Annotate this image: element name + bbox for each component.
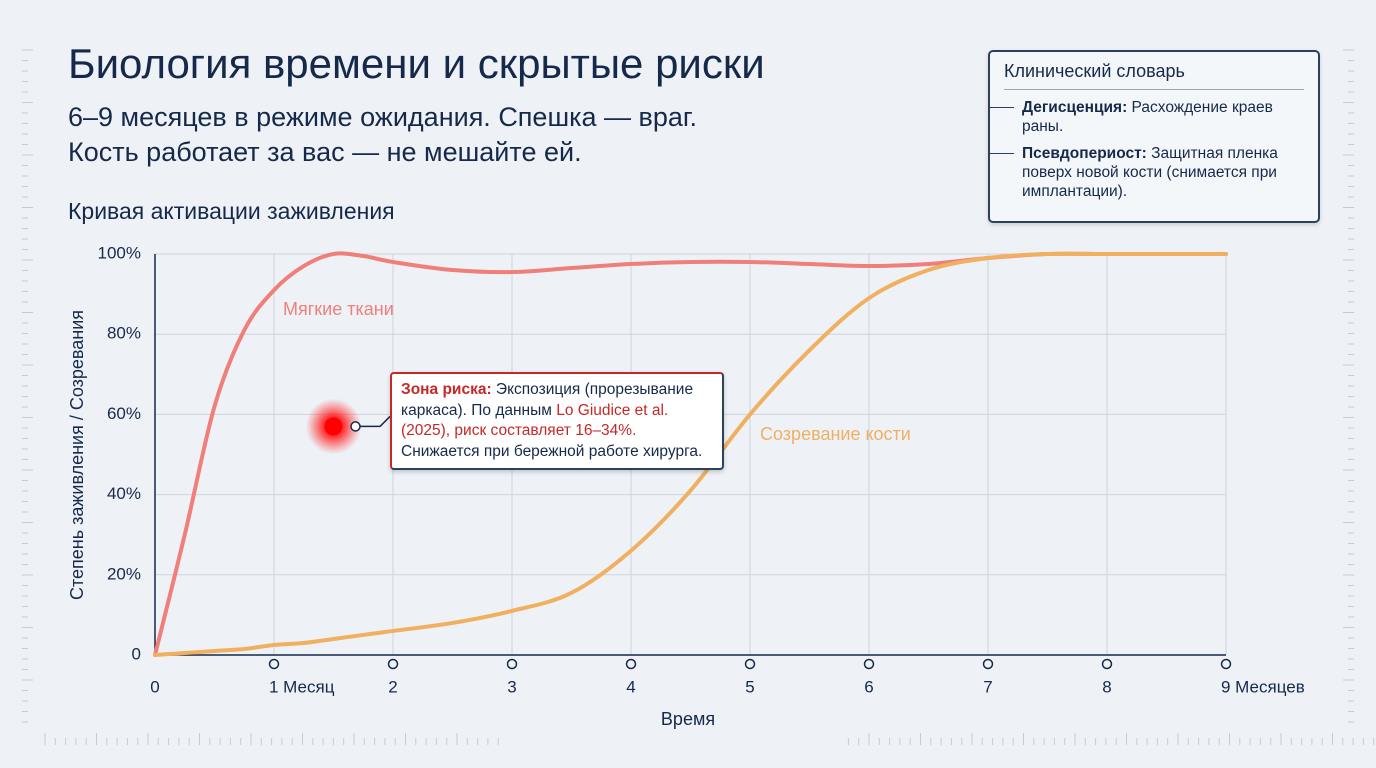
risk-point — [324, 417, 343, 436]
annotation-text: Зона риска: — [401, 381, 492, 398]
subtitle: 6–9 месяцев в режиме ожидания. Спешка — … — [68, 102, 697, 132]
definition: Защитная пленка поверх новой кости (сним… — [1022, 145, 1278, 200]
x-tick-mark — [1220, 658, 1232, 670]
x-tick-label: 0 — [150, 677, 159, 696]
subtitle: Кость работает за вас — не мешайте ей. — [68, 137, 582, 167]
x-tick-label: 3 — [507, 677, 516, 696]
x-tick-label: 1 Месяц — [269, 677, 335, 696]
glossary-item: Псевдопериост: Защитная пленка поверх но… — [988, 144, 1304, 201]
x-tick-label: 2 — [388, 677, 397, 696]
definition: Расхождение краев раны. — [1022, 99, 1273, 135]
x-tick-mark — [506, 658, 518, 670]
annotation-text: Lo Giudice et al. (2025), риск составляе… — [401, 401, 669, 440]
y-tick-label: 60% — [107, 404, 141, 423]
series-label: Мягкие ткани — [283, 299, 394, 319]
x-tick-mark — [863, 658, 875, 670]
x-tick-mark — [387, 658, 399, 670]
glossary-item: Дегисценция: Расхождение краев раны. — [988, 98, 1304, 136]
x-tick-mark — [744, 658, 756, 670]
y-tick-label: 0 — [132, 644, 141, 663]
x-tick-mark — [1101, 658, 1113, 670]
x-tick-mark — [982, 658, 994, 670]
x-tick-label: 8 — [1102, 677, 1111, 696]
x-tick-label: 7 — [983, 677, 992, 696]
x-axis-label: Время — [661, 709, 715, 729]
x-tick-label: 9 Месяцев — [1221, 677, 1305, 696]
connector-dot — [350, 421, 361, 432]
glossary-title: Клинический словарь — [1004, 62, 1304, 90]
x-tick-mark — [625, 658, 637, 670]
y-axis-label: Степень заживления / Созревания — [67, 310, 87, 600]
y-tick-label: 100% — [98, 243, 141, 262]
x-tick-label: 4 — [626, 677, 635, 696]
x-tick-label: 5 — [745, 677, 754, 696]
annotation-text: Снижается при бережной работе хирурга. — [401, 442, 703, 460]
chart-title: Кривая активации заживления — [68, 198, 395, 224]
annotation-text: Экспозиция (прорезывание каркаса). По да… — [401, 381, 694, 419]
term: Дегисценция: — [1022, 99, 1128, 116]
term: Псевдопериост: — [1022, 145, 1147, 162]
callout-connector — [355, 415, 391, 428]
series-line — [153, 251, 1228, 657]
y-tick-label: 80% — [107, 324, 141, 343]
x-tick-label: 6 — [864, 677, 873, 696]
y-tick-label: 20% — [107, 564, 141, 583]
y-tick-label: 40% — [107, 484, 141, 503]
glossary: Клинический словарь Дегисценция: Расхожд… — [988, 50, 1320, 223]
x-tick-mark — [268, 658, 280, 670]
title: Биология времени и скрытые риски — [68, 40, 765, 87]
annotation: Зона риска: Экспозиция (прорезывание кар… — [390, 372, 724, 470]
series-label: Созревание кости — [760, 424, 911, 444]
